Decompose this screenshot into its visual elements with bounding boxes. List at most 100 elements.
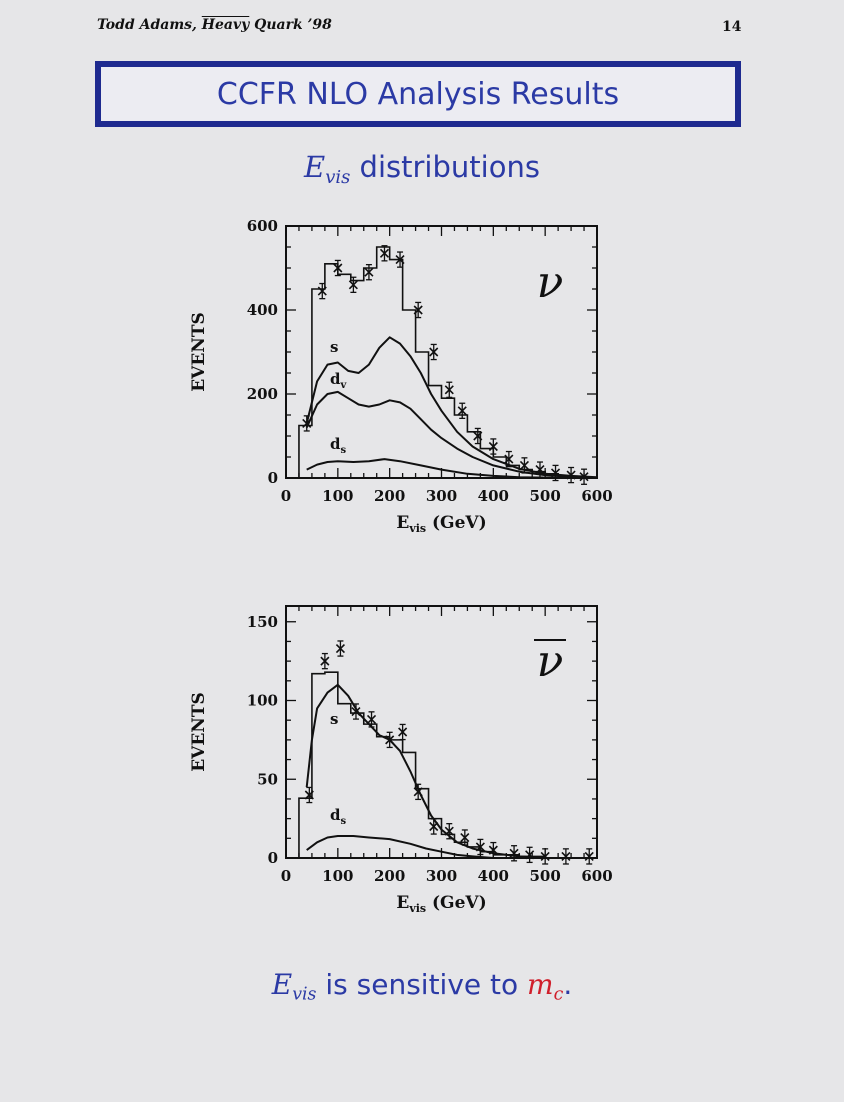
point-marker <box>335 643 345 654</box>
title-box: CCFR NLO Analysis Results <box>95 61 741 127</box>
page-number: 14 <box>722 19 742 35</box>
curve-s <box>305 683 597 859</box>
x-tick-label: 400 <box>478 867 509 885</box>
subtitle-symbol-sub: vis <box>325 166 351 188</box>
x-axis-label-unit: (GeV) <box>426 513 487 533</box>
subtitle-symbol-main: E <box>304 150 326 184</box>
x-axis-label: Evis (GeV) <box>396 513 486 535</box>
x-axis-label-unit: (GeV) <box>426 893 487 913</box>
chart-antineutrino: 0 100 200 300 400 500 600 0 50 100 150 Evis (GeV) EV… <box>189 605 613 915</box>
data-point <box>460 829 470 846</box>
point-marker <box>488 441 498 452</box>
data-point <box>317 282 327 300</box>
point-marker <box>348 280 358 290</box>
point-marker <box>561 851 571 861</box>
section-subtitle: Evis distributions <box>0 150 844 188</box>
point-marker <box>317 286 327 296</box>
x-tick-label: 100 <box>322 487 353 505</box>
footer-mass-symbol: mc <box>527 968 563 1005</box>
footer-statement: Evis is sensitive to mc. <box>0 968 844 1005</box>
point-marker <box>473 431 483 441</box>
point-marker <box>333 263 343 273</box>
data-point <box>398 723 408 741</box>
data-point <box>444 823 454 840</box>
point-marker <box>540 851 550 861</box>
data-point <box>333 259 343 277</box>
data-point <box>488 841 498 859</box>
curve-d-v <box>305 390 598 479</box>
data-point <box>535 461 545 478</box>
point-marker <box>444 826 454 836</box>
y-tick-label: 400 <box>247 301 278 319</box>
x-axis-label-sub: vis <box>408 902 426 915</box>
point-marker <box>351 706 361 717</box>
footer-mass-main: m <box>527 968 554 1001</box>
data-point <box>473 427 483 445</box>
data-point <box>540 848 550 865</box>
curve-d-s <box>306 458 597 479</box>
point-marker <box>509 848 519 858</box>
point-marker <box>395 255 405 265</box>
curve-label-sub: s <box>341 445 347 456</box>
point-marker <box>304 790 314 800</box>
subtitle-text: distributions <box>350 150 540 184</box>
data-point <box>348 276 358 294</box>
curve-s <box>305 336 598 479</box>
y-tick-label: 0 <box>268 849 278 867</box>
point-marker <box>366 714 377 724</box>
data-point <box>395 251 405 268</box>
curve-label: s <box>330 338 338 356</box>
data-point <box>444 381 454 399</box>
x-axis-label: Evis (GeV) <box>396 893 486 915</box>
footer-symbol-main: E <box>271 968 293 1001</box>
data-point <box>320 652 330 670</box>
x-tick-label: 300 <box>426 487 457 505</box>
curve-label: dv <box>330 370 348 391</box>
y-axis-label: EVENTS <box>189 312 209 392</box>
point-marker <box>385 735 395 745</box>
point-marker <box>566 470 576 480</box>
point-marker <box>475 842 485 852</box>
x-tick-label: 0 <box>281 487 291 505</box>
data-point <box>302 415 312 432</box>
x-axis-label-main: E <box>396 893 409 913</box>
point-marker <box>550 468 561 478</box>
data-point <box>561 848 571 865</box>
data-point <box>304 786 314 804</box>
point-marker <box>429 347 439 357</box>
y-tick-label: 100 <box>247 692 278 710</box>
data-point <box>366 711 377 728</box>
footer-text: is sensitive to <box>316 968 528 1001</box>
point-marker <box>584 851 594 861</box>
x-tick-label: 500 <box>530 487 561 505</box>
point-marker <box>429 821 439 832</box>
data-point <box>566 466 576 484</box>
footer-symbol: Evis <box>271 968 317 1005</box>
data-point <box>429 818 439 835</box>
point-marker <box>579 472 589 482</box>
data-point <box>364 263 374 281</box>
header-conference-overlined: Heavy <box>201 17 250 33</box>
point-marker <box>398 727 408 737</box>
y-tick-label: 150 <box>247 613 278 631</box>
data-point <box>413 783 423 801</box>
data-point <box>504 450 514 468</box>
point-marker <box>504 454 514 464</box>
point-marker <box>519 460 529 470</box>
point-marker <box>413 305 423 315</box>
header-conference: Quark ’98 <box>249 17 332 33</box>
point-marker <box>413 787 423 797</box>
x-tick-label: 600 <box>581 487 612 505</box>
curve-label-main: s <box>330 710 338 728</box>
point-marker <box>364 267 374 277</box>
data-point <box>351 703 361 720</box>
header-author-name: Todd Adams, <box>97 17 202 33</box>
y-axis-label: EVENTS <box>189 692 209 772</box>
curve-label: ds <box>330 435 347 456</box>
data-point <box>525 846 535 864</box>
curve-label-main: d <box>330 806 341 824</box>
header-author: Todd Adams, Heavy Quark ’98 <box>97 17 332 33</box>
footer-mass-sub: c <box>553 984 564 1005</box>
panel-symbol: ν <box>537 257 564 308</box>
